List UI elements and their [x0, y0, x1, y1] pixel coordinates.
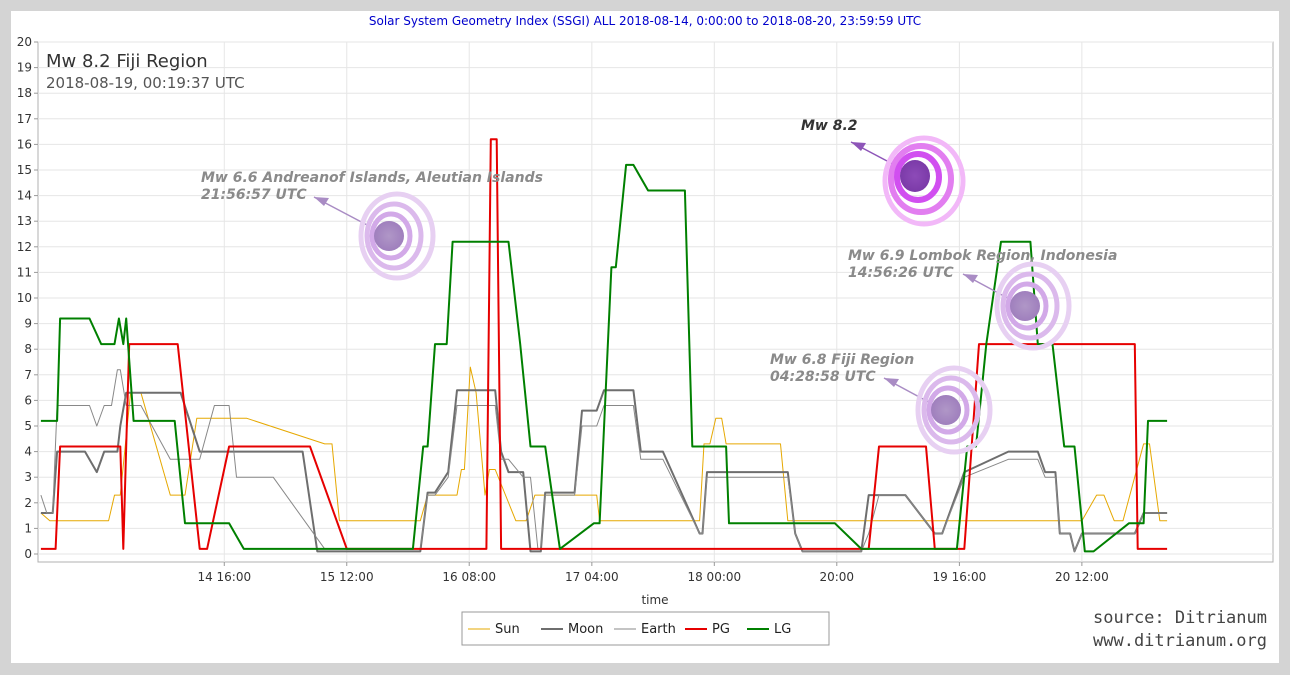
annotation-fiji68-label: Mw 6.8 Fiji Region [770, 352, 914, 368]
target-lombok-icon [994, 261, 1072, 351]
series-line-sun [40, 366, 1168, 522]
y-tick-label: 1 [24, 521, 32, 535]
event-time: 2018-08-19, 00:19:37 UTC [46, 74, 245, 92]
y-tick-label: 7 [24, 368, 32, 382]
x-tick-label: 14 16:00 [197, 570, 251, 584]
y-tick-label: 5 [24, 419, 32, 433]
grid [38, 41, 1273, 562]
y-tick-label: 15 [17, 163, 32, 177]
annotation-fiji68-arrowhead [884, 378, 899, 387]
y-tick-label: 11 [17, 265, 32, 279]
legend-label-lg: LG [774, 622, 791, 637]
annotation-fiji82: Mw 8.2 [801, 118, 966, 227]
legend: Sun Moon Earth PG LG [461, 611, 830, 646]
chart-title: Solar System Geometry Index (SSGI) ALL 2… [369, 14, 921, 28]
y-tick-label: 20 [17, 35, 32, 49]
y-tick-label: 18 [17, 86, 32, 100]
legend-label-sun: Sun [495, 622, 520, 637]
x-tick-label: 18 00:00 [687, 570, 741, 584]
y-tick-label: 12 [17, 240, 32, 254]
annotation-andreanof-label: Mw 6.6 Andreanof Islands, Aleutian Islan… [201, 170, 543, 186]
source-url: www.ditrianum.org [1093, 631, 1267, 651]
legend-label-moon: Moon [568, 622, 603, 637]
x-tick-label: 20:00 [819, 570, 854, 584]
y-tick-label: 14 [17, 189, 32, 203]
x-axis-label: time [641, 593, 668, 607]
x-axis: 14 16:00 15 12:00 16 08:00 17 04:00 18 00:00… [197, 562, 1109, 584]
annotation-fiji82-arrowhead [851, 142, 866, 151]
y-tick-label: 9 [24, 317, 32, 331]
chart-frame: Solar System Geometry Index (SSGI) ALL 2… [11, 11, 1279, 663]
y-tick-label: 13 [17, 214, 32, 228]
y-tick-label: 8 [24, 342, 32, 356]
annotation-andreanof-arrowhead [314, 197, 329, 206]
x-tick-label: 15 12:00 [320, 570, 374, 584]
ssgi-chart: Solar System Geometry Index (SSGI) ALL 2… [17, 14, 1274, 651]
source-line: source: Ditrianum [1093, 608, 1267, 628]
y-tick-label: 0 [24, 547, 32, 561]
annotation-lombok-arrowhead [963, 274, 978, 283]
annotation-fiji68: Mw 6.8 Fiji Region 04:28:58 UTC [770, 352, 993, 455]
x-tick-label: 17 04:00 [565, 570, 619, 584]
target-fiji68-icon [915, 365, 993, 455]
y-tick-label: 19 [17, 61, 32, 75]
series-line-lg [40, 163, 1168, 553]
target-fiji82-icon [882, 135, 966, 227]
x-tick-label: 19 16:00 [933, 570, 987, 584]
y-tick-label: 3 [24, 470, 32, 484]
x-tick-label: 20 12:00 [1055, 570, 1109, 584]
event-title: Mw 8.2 Fiji Region [46, 51, 208, 72]
series-line-moon [40, 389, 1168, 553]
annotation-lombok-label: Mw 6.9 Lombok Region, Indonesia [848, 248, 1117, 264]
y-tick-label: 10 [17, 291, 32, 305]
x-tick-label: 16 08:00 [442, 570, 496, 584]
annotation-lombok: Mw 6.9 Lombok Region, Indonesia 14:56:26… [848, 248, 1117, 351]
annotation-andreanof: Mw 6.6 Andreanof Islands, Aleutian Islan… [201, 170, 543, 281]
y-tick-label: 17 [17, 112, 32, 126]
y-tick-label: 16 [17, 137, 32, 151]
annotation-andreanof-time: 21:56:57 UTC [201, 187, 307, 203]
y-tick-label: 2 [24, 496, 32, 510]
target-andreanof-icon [358, 191, 436, 281]
plot-area [37, 41, 1274, 563]
series-line-earth [40, 369, 1168, 552]
legend-label-pg: PG [712, 622, 730, 637]
y-tick-label: 4 [24, 445, 32, 459]
annotation-fiji82-label: Mw 8.2 [801, 118, 858, 134]
legend-label-earth: Earth [641, 622, 676, 637]
annotation-fiji68-time: 04:28:58 UTC [770, 369, 876, 385]
annotation-lombok-time: 14:56:26 UTC [848, 265, 954, 281]
y-tick-label: 6 [24, 393, 32, 407]
